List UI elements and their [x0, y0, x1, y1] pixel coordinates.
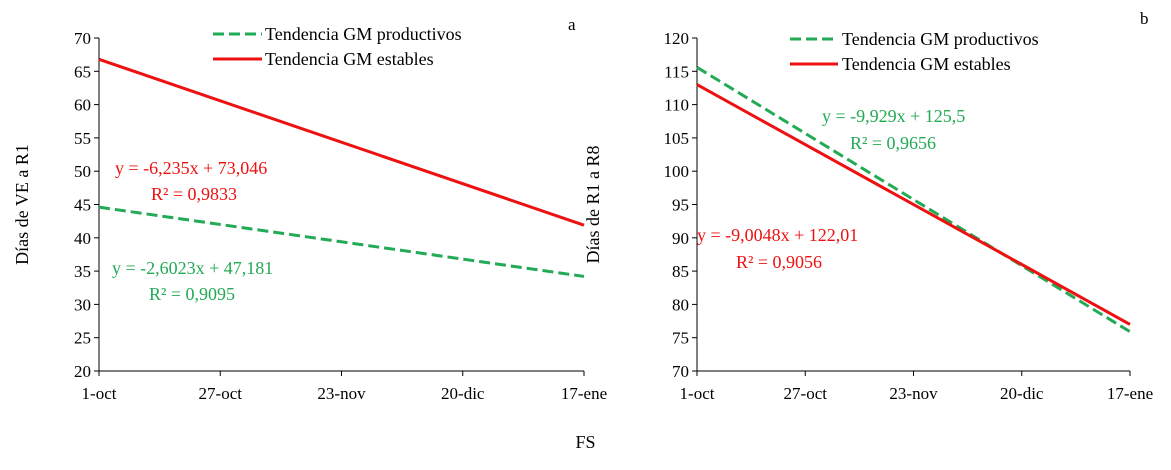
y-tick-label: 90 — [672, 229, 689, 248]
legend-label: Tendencia GM productivos — [265, 24, 462, 44]
x-tick-label: 17-ene — [561, 384, 607, 403]
x-tick-label: 23-nov — [889, 384, 938, 403]
y-tick-label: 70 — [672, 362, 689, 381]
legend-label: Tendencia GM productivos — [842, 29, 1039, 49]
x-tick-label: 23-nov — [317, 384, 366, 403]
r-squared-label: R² = 0,9656 — [850, 133, 936, 153]
x-tick-label: 27-oct — [199, 384, 243, 403]
trend-equation: y = -6,235x + 73,046 — [115, 158, 267, 178]
trend-equation: y = -9,0048x + 122,01 — [697, 225, 858, 245]
y-tick-label: 60 — [74, 96, 91, 115]
y-tick-label: 25 — [74, 329, 91, 348]
x-tick-label: 27-oct — [784, 384, 828, 403]
y-tick-label: 105 — [664, 129, 690, 148]
y-tick-label: 20 — [74, 362, 91, 381]
y-tick-label: 115 — [664, 62, 689, 81]
chart-panel-b: 70 75 80 85 90 95 100 105 110 115 120 1-oct 27-oct 23… — [583, 9, 1153, 403]
x-axis-title: FS — [575, 432, 596, 452]
y-tick-label: 75 — [672, 329, 689, 348]
y-tick-label: 70 — [74, 29, 91, 48]
y-tick-label: 30 — [74, 295, 91, 314]
y-tick-label: 100 — [664, 162, 690, 181]
trend-equation: y = -9,929x + 125,5 — [822, 106, 965, 126]
y-tick-label: 110 — [664, 96, 689, 115]
r-squared-label: R² = 0,9833 — [151, 184, 237, 204]
trend-equation: y = -2,6023x + 47,181 — [112, 258, 273, 278]
y-tick-label: 45 — [74, 196, 91, 215]
y-tick-label: 40 — [74, 229, 91, 248]
y-tick-label: 120 — [664, 29, 690, 48]
panel-letter: b — [1140, 9, 1149, 28]
chart-panel-a: 20 25 30 35 40 45 50 55 60 65 70 1-oct 27-oct 23-nov 2… — [12, 15, 607, 403]
x-tick-label: 17-ene — [1107, 384, 1153, 403]
x-tick-label: 1-oct — [82, 384, 117, 403]
x-tick-label: 1-oct — [680, 384, 715, 403]
y-tick-label: 80 — [672, 295, 689, 314]
legend-label: Tendencia GM estables — [265, 49, 434, 69]
legend-label: Tendencia GM estables — [842, 54, 1011, 74]
y-tick-label: 50 — [74, 162, 91, 181]
y-tick-label: 95 — [672, 196, 689, 215]
y-tick-label: 85 — [672, 262, 689, 281]
panel-letter: a — [568, 15, 576, 34]
x-tick-label: 20-dic — [1000, 384, 1044, 403]
y-axis-label: Días de VE a R1 — [12, 144, 32, 265]
y-tick-label: 35 — [74, 262, 91, 281]
r-squared-label: R² = 0,9056 — [736, 252, 822, 272]
y-axis-label: Días de R1 a R8 — [583, 146, 603, 264]
trend-line-estables — [98, 57, 585, 227]
y-tick-label: 55 — [74, 129, 91, 148]
y-tick-label: 65 — [74, 62, 91, 81]
trend-line-estables — [696, 83, 1131, 326]
r-squared-label: R² = 0,9095 — [149, 284, 235, 304]
x-tick-label: 20-dic — [441, 384, 485, 403]
trend-line-productivos — [696, 66, 1131, 333]
trend-line-productivos — [98, 205, 585, 278]
